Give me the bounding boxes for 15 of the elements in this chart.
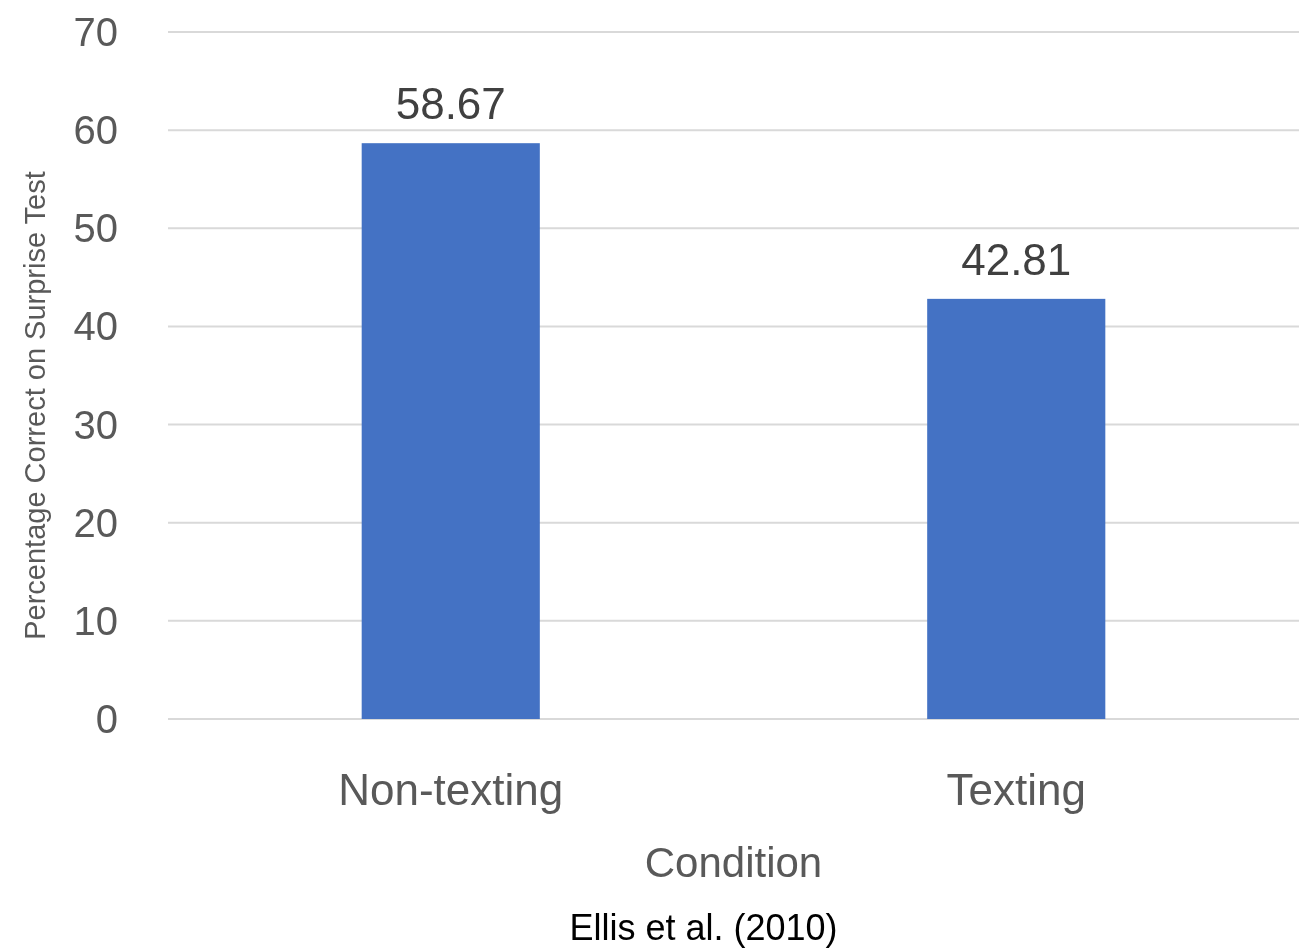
x-tick-label: Texting	[946, 765, 1086, 814]
y-tick-label: 40	[73, 304, 118, 349]
text: Ellis et al. (2010)	[569, 907, 838, 948]
y-axis-title: Percentage Correct on Surprise Test	[19, 171, 51, 640]
y-tick-label: 20	[73, 500, 118, 545]
y-tick-label: 10	[73, 598, 118, 643]
y-tick-label: 0	[95, 697, 118, 741]
y-tick-label: 30	[73, 402, 118, 447]
y-tick-label: 50	[73, 206, 118, 251]
data-label: 42.81	[961, 234, 1072, 284]
y-tick-label: 60	[73, 108, 118, 153]
data-label: 58.67	[395, 79, 506, 129]
x-tick-label: Non-texting	[338, 765, 564, 814]
x-axis-title: Condition	[644, 839, 823, 886]
y-tick-label: 70	[73, 10, 118, 54]
